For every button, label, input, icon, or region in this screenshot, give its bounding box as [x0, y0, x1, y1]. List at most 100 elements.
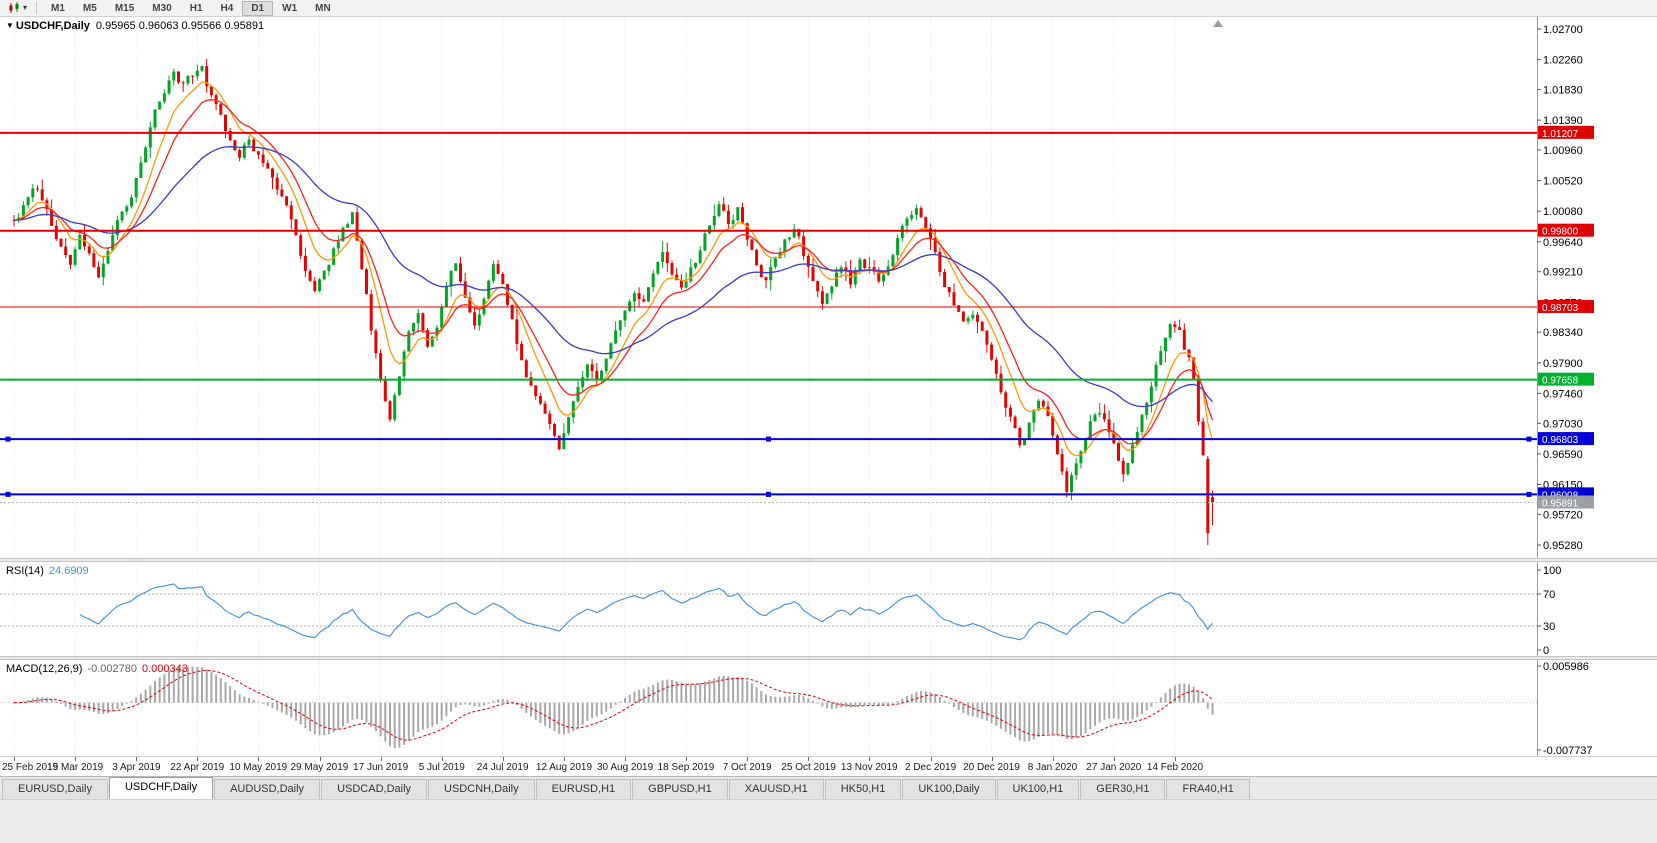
- macd-label: MACD(12,26,9) -0.002780 0.000343: [6, 663, 188, 675]
- chart-tab-xauusd-h1[interactable]: XAUUSD,H1: [728, 779, 824, 799]
- rsi-name: RSI(14): [6, 565, 44, 577]
- timeframe-button-m30[interactable]: M30: [152, 2, 172, 14]
- chart-tab-fra40-h1[interactable]: FRA40,H1: [1166, 779, 1250, 799]
- time-tick-label: 7 Oct 2019: [722, 762, 772, 773]
- chart-tab-audusd-daily[interactable]: AUDUSD,Daily: [214, 779, 321, 799]
- chart-tab-gbpusd-h1[interactable]: GBPUSD,H1: [632, 779, 728, 799]
- timeframe-button-w1[interactable]: W1: [282, 2, 298, 14]
- macd-axis[interactable]: 0.005986 -0.007737: [1537, 660, 1593, 756]
- time-tick-label: 10 May 2019: [229, 762, 288, 773]
- timeframe-button-h1[interactable]: H1: [189, 2, 203, 14]
- panel-divider[interactable]: [0, 558, 1657, 562]
- line-handle[interactable]: [766, 491, 771, 497]
- line-handle[interactable]: [1526, 491, 1532, 497]
- line-handle[interactable]: [1526, 436, 1532, 442]
- time-tick-label: 20 Dec 2019: [963, 762, 1020, 773]
- macd-canvas[interactable]: 0.005986 -0.007737: [0, 660, 1657, 756]
- chart-tab-uk100-h1[interactable]: UK100,H1: [996, 779, 1080, 799]
- time-axis[interactable]: 25 Feb 2019 15 Mar 2019 3 Apr 2019 22 Apr 2…: [0, 756, 1657, 776]
- chart-shift-marker[interactable]: [1213, 20, 1223, 27]
- symbol-dropdown-icon[interactable]: ▼: [6, 21, 14, 30]
- time-tick-label: 30 Aug 2019: [597, 762, 654, 773]
- main-chart-canvas[interactable]: 1.02700 1.02260 1.01830 1.01390 1.00960 1.005…: [0, 17, 1657, 558]
- chart-tab-eurusd-h1[interactable]: EURUSD,H1: [535, 779, 632, 799]
- rsi-label: RSI(14) 24.6909: [6, 565, 89, 577]
- time-tick-label: 25 Feb 2019: [2, 762, 59, 773]
- time-tick-label: 22 Apr 2019: [170, 762, 225, 773]
- chart-tab-uk100-daily[interactable]: UK100,Daily: [902, 779, 996, 799]
- macd-main-value: -0.002780: [87, 663, 137, 675]
- time-tick: [1052, 757, 1054, 761]
- rsi-tick-label: 0: [1543, 645, 1549, 656]
- time-tick-label: 15 Mar 2019: [47, 762, 104, 773]
- line-handle[interactable]: [5, 491, 11, 497]
- rsi-tick-label: 70: [1543, 589, 1555, 601]
- status-bar: [0, 799, 1657, 843]
- time-tick: [136, 757, 138, 761]
- time-tick: [14, 757, 15, 761]
- price-tick-label: 1.00080: [1543, 206, 1583, 218]
- rsi-background: [0, 562, 1657, 656]
- macd-background: [0, 660, 1657, 756]
- timeframe-button-m1[interactable]: M1: [51, 2, 65, 14]
- time-tick-label: 17 Jun 2019: [353, 762, 409, 773]
- chart-title: ▼ USDCHF,Daily 0.95965 0.96063 0.95566 0.9…: [6, 20, 264, 32]
- price-tick-label: 0.97030: [1543, 418, 1583, 430]
- time-tick: [686, 757, 688, 761]
- time-tick-label: 2 Dec 2019: [905, 762, 957, 773]
- chart-tab-hk50-h1[interactable]: HK50,H1: [824, 779, 902, 799]
- chart-type-button[interactable]: ▾: [3, 1, 31, 16]
- rsi-axis[interactable]: 100 70 30 0: [1537, 562, 1561, 656]
- macd-signal-value: 0.000343: [141, 663, 188, 675]
- time-tick-label: 13 Nov 2019: [840, 762, 898, 773]
- timeframe-button-d1[interactable]: D1: [242, 0, 274, 16]
- rsi-panel[interactable]: 100 70 30 0 RSI(14) 24.6909: [0, 562, 1657, 656]
- time-tick: [808, 757, 810, 761]
- price-tick-label: 1.01390: [1543, 115, 1583, 127]
- time-tick-label: 8 Jan 2020: [1027, 762, 1078, 773]
- timeframe-button-mn[interactable]: MN: [315, 2, 331, 14]
- time-tick-label: 14 Feb 2020: [1146, 762, 1204, 773]
- time-tick: [502, 757, 504, 761]
- current-price-tag: [1538, 495, 1594, 509]
- chart-tab-usdcad-daily[interactable]: USDCAD,Daily: [321, 779, 428, 799]
- level-price-tag-text: 0.97658: [1542, 376, 1579, 387]
- panel-divider[interactable]: [0, 656, 1657, 660]
- time-tick-label: 24 Jul 2019: [476, 762, 529, 773]
- macd-panel[interactable]: 0.005986 -0.007737 MACD(12,26,9) -0.002780…: [0, 660, 1657, 756]
- macd-tick-label: -0.007737: [1543, 745, 1593, 756]
- level-price-tag: [1538, 432, 1594, 446]
- timeframe-button-h4[interactable]: H4: [220, 2, 234, 14]
- time-tick: [441, 757, 443, 761]
- price-tick-label: 1.00520: [1543, 176, 1583, 188]
- main-chart-panel[interactable]: 1.02700 1.02260 1.01830 1.01390 1.00960 1.005…: [0, 17, 1657, 558]
- level-price-tag-text: 0.99800: [1542, 227, 1579, 238]
- price-tick-label: 1.02260: [1543, 55, 1583, 67]
- rsi-canvas[interactable]: 100 70 30 0: [0, 562, 1657, 656]
- macd-tick-label: 0.005986: [1543, 661, 1589, 673]
- horizontal-levels: [0, 131, 1537, 497]
- chart-title-symbol: USDCHF,Daily: [15, 20, 90, 32]
- price-axis[interactable]: 1.02700 1.02260 1.01830 1.01390 1.00960 1.005…: [1537, 17, 1594, 558]
- time-tick-label: 3 Apr 2019: [112, 762, 161, 773]
- time-tick: [380, 757, 382, 761]
- chart-tab-ger30-h1[interactable]: GER30,H1: [1080, 779, 1166, 799]
- time-tick-label: 29 May 2019: [290, 762, 349, 773]
- price-tick-label: 0.97900: [1543, 358, 1583, 370]
- time-tick: [258, 757, 260, 761]
- toolbar-separator: [36, 2, 38, 14]
- line-handle[interactable]: [5, 436, 11, 442]
- chart-tab-usdchf-daily[interactable]: USDCHF,Daily: [108, 777, 214, 799]
- chart-tab-usdcnh-daily[interactable]: USDCNH,Daily: [428, 779, 535, 799]
- chart-tab-eurusd-daily[interactable]: EURUSD,Daily: [2, 779, 108, 799]
- price-tick-label: 0.95720: [1543, 509, 1583, 521]
- price-tick-label: 1.01830: [1543, 85, 1583, 97]
- time-tick-label: 18 Sep 2019: [657, 762, 715, 773]
- timeframe-button-m5[interactable]: M5: [82, 2, 97, 14]
- time-tick: [1174, 757, 1176, 761]
- line-handle[interactable]: [766, 436, 771, 442]
- candlestick-series: [12, 58, 1214, 545]
- timeframe-button-m15[interactable]: M15: [114, 2, 135, 14]
- price-tick-label: 0.97460: [1543, 388, 1583, 400]
- time-tick: [75, 757, 77, 761]
